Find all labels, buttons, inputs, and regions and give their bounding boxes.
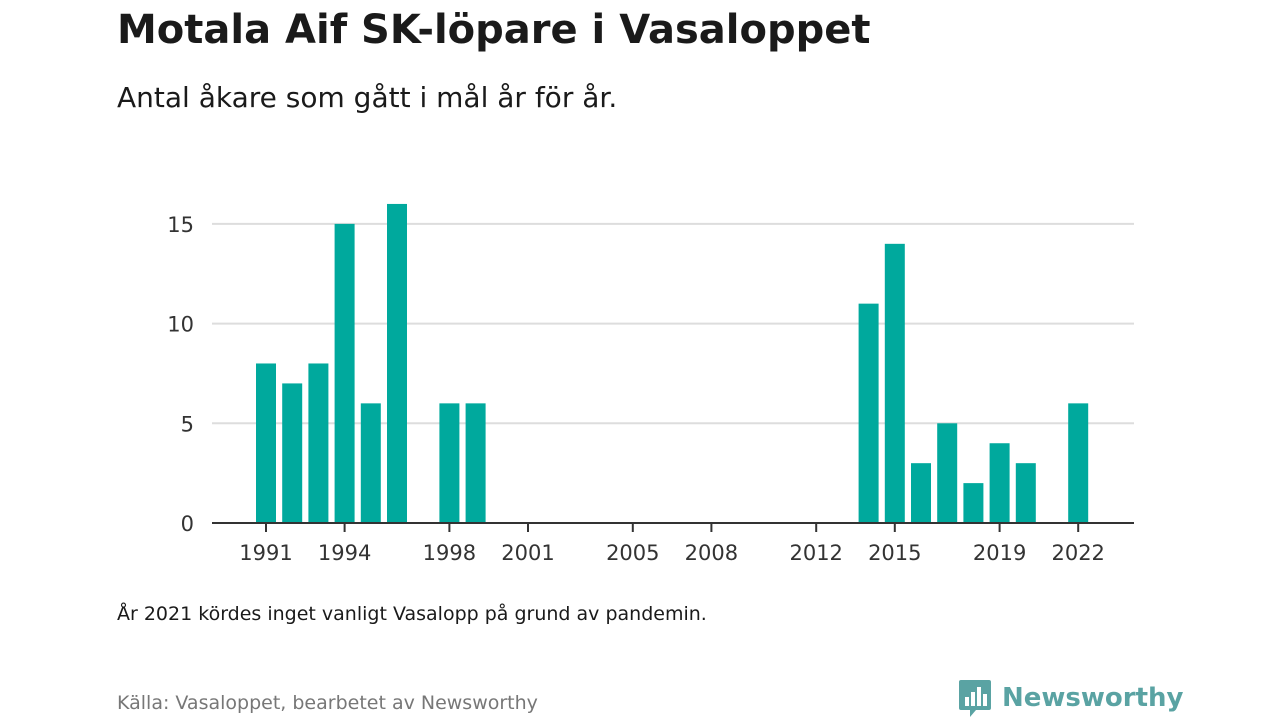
source-text: Källa: Vasaloppet, bearbetet av Newswort… (117, 692, 538, 714)
x-tick-label: 2012 (789, 541, 842, 565)
y-tick-label: 10 (167, 313, 194, 337)
x-tick-label: 2015 (868, 541, 921, 565)
bar (282, 383, 303, 523)
footnote: År 2021 kördes inget vanligt Vasalopp på… (117, 603, 707, 625)
bar (439, 403, 460, 523)
bar (387, 203, 407, 524)
x-tick-label: 1991 (239, 541, 292, 565)
x-tick-label: 2022 (1051, 541, 1104, 565)
bar (937, 423, 958, 523)
bar (989, 443, 1010, 523)
x-tick-label: 1994 (318, 541, 371, 565)
y-tick-label: 0 (181, 512, 194, 536)
y-tick-label: 5 (181, 412, 194, 436)
bar (911, 463, 931, 523)
bar (1015, 463, 1036, 523)
bar (360, 403, 381, 523)
x-tick-label: 1998 (423, 541, 476, 565)
bar (1068, 403, 1089, 523)
bars (256, 203, 1089, 524)
axes: 0 5 10 15 1991 1994 1998 2001 2005 2008 2012 2015 20… (167, 213, 1134, 565)
bar (963, 483, 984, 523)
bar (308, 363, 329, 523)
bar (334, 223, 355, 523)
x-tick-label: 2008 (685, 541, 738, 565)
x-tick-label: 2001 (501, 541, 554, 565)
chart-title: Motala Aif SK-löpare i Vasaloppet (117, 7, 871, 53)
x-tick-label: 2005 (606, 541, 659, 565)
newsworthy-logo: Newsworthy (958, 678, 1183, 718)
chart-subtitle: Antal åkare som gått i mål år för år. (117, 81, 618, 114)
bar-chart: 0 5 10 15 1991 1994 1998 2001 2005 2008 2012 2015 20… (167, 203, 1134, 565)
y-tick-label: 15 (167, 213, 194, 237)
bar (884, 243, 905, 523)
x-tick-label: 2019 (973, 541, 1026, 565)
bar (465, 403, 486, 523)
newsworthy-logo-text: Newsworthy (1002, 683, 1184, 713)
bar (256, 363, 276, 523)
bar (858, 303, 879, 523)
newsworthy-logo-icon (959, 680, 991, 717)
